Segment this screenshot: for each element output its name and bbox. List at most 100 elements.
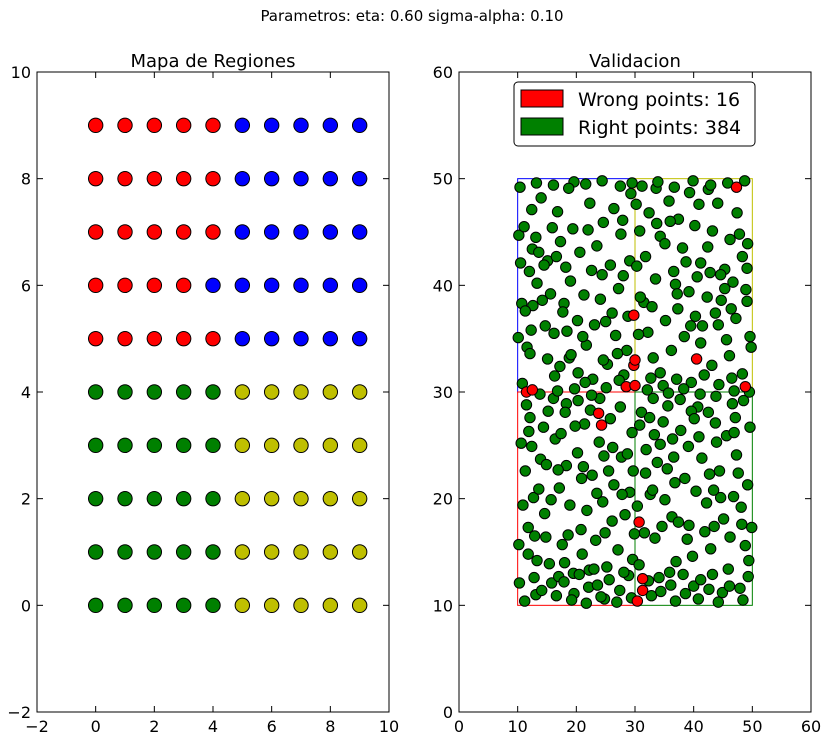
right-point <box>669 476 681 489</box>
region-point-green <box>175 490 192 507</box>
right-point <box>719 282 731 295</box>
region-point-blue <box>322 170 339 187</box>
left-x-tick-label: 0 <box>91 717 101 736</box>
region-point-yellow <box>293 597 309 614</box>
right-point <box>528 571 540 584</box>
right-point <box>726 372 738 384</box>
right-point <box>551 385 564 397</box>
region-point-green <box>146 544 163 560</box>
right-point <box>537 421 550 433</box>
right-point <box>646 484 659 496</box>
region-point-blue <box>322 277 339 294</box>
right-point <box>671 288 683 300</box>
right-point <box>513 577 526 589</box>
right-point <box>574 246 586 258</box>
right-point <box>736 368 749 380</box>
right-point <box>642 326 654 338</box>
right-point <box>725 303 737 315</box>
right-point <box>539 320 551 332</box>
right-point <box>595 591 607 603</box>
region-point-red <box>87 170 104 187</box>
left-y-tick-label: 0 <box>21 596 31 615</box>
right-point <box>659 238 671 250</box>
right-point <box>554 360 566 373</box>
right-point <box>572 394 584 407</box>
right-point <box>547 179 560 191</box>
right-point <box>695 574 707 586</box>
right-point <box>662 387 675 399</box>
right-point <box>608 479 620 491</box>
region-point-red <box>146 170 163 187</box>
chart-title: Validacion <box>589 51 681 72</box>
right-point <box>688 412 700 425</box>
right-y-tick-label: 20 <box>433 490 453 509</box>
legend-swatch-wrong <box>520 89 564 108</box>
right-point <box>702 406 715 418</box>
right-point <box>523 425 535 438</box>
right-point <box>672 516 685 528</box>
right-point <box>577 330 589 343</box>
wrong-point <box>595 419 608 431</box>
right-point <box>663 195 675 207</box>
region-point-yellow <box>293 437 309 454</box>
right-point <box>710 390 722 402</box>
right-point <box>562 529 574 541</box>
region-point-blue <box>205 277 221 294</box>
right-point <box>522 548 534 560</box>
right-point <box>602 465 615 477</box>
right-point <box>625 187 637 200</box>
right-point <box>723 350 736 362</box>
region-point-red <box>87 277 104 294</box>
right-point <box>696 452 708 464</box>
right-point <box>727 276 739 288</box>
right-point <box>614 584 626 597</box>
scatter-points <box>87 117 368 614</box>
right-point <box>568 383 581 395</box>
region-point-blue <box>351 277 368 294</box>
right-point <box>645 372 657 384</box>
right-point <box>630 198 642 210</box>
right-point <box>641 384 654 396</box>
right-point <box>712 596 725 608</box>
right-point <box>633 419 646 431</box>
right-point <box>515 437 527 449</box>
right-point <box>700 497 713 509</box>
region-point-yellow <box>351 490 368 507</box>
right-point <box>665 579 677 591</box>
left-y-tick-label: 6 <box>21 276 31 295</box>
right-point <box>714 268 727 281</box>
right-point <box>626 426 638 439</box>
right-point <box>553 482 566 494</box>
right-point <box>596 175 608 187</box>
region-point-green <box>205 544 221 560</box>
right-point <box>586 469 598 481</box>
right-point <box>741 238 754 250</box>
right-point <box>518 220 530 233</box>
right-point <box>744 421 756 433</box>
right-point <box>687 175 699 187</box>
right-point <box>703 583 715 596</box>
right-point <box>527 299 539 312</box>
region-point-red <box>87 330 104 347</box>
legend-frame <box>513 81 756 147</box>
right-point <box>571 314 584 327</box>
right-point <box>533 483 545 495</box>
right-point <box>734 582 746 594</box>
right-point <box>740 283 752 296</box>
right-point <box>742 570 754 583</box>
right-point <box>709 417 722 429</box>
right-point <box>579 376 591 389</box>
right-point <box>550 250 563 263</box>
right-point <box>659 494 671 506</box>
right-point <box>724 233 736 246</box>
region-point-blue <box>293 224 309 240</box>
right-point <box>706 225 719 237</box>
region-point-blue <box>263 117 280 134</box>
right-point <box>723 580 736 592</box>
region-point-red <box>205 330 221 347</box>
region-point-green <box>175 437 192 454</box>
right-point <box>730 312 742 325</box>
right-point <box>680 256 692 268</box>
right-point <box>681 533 693 545</box>
legend: Wrong points: 16 Right points: 384 <box>513 81 756 147</box>
